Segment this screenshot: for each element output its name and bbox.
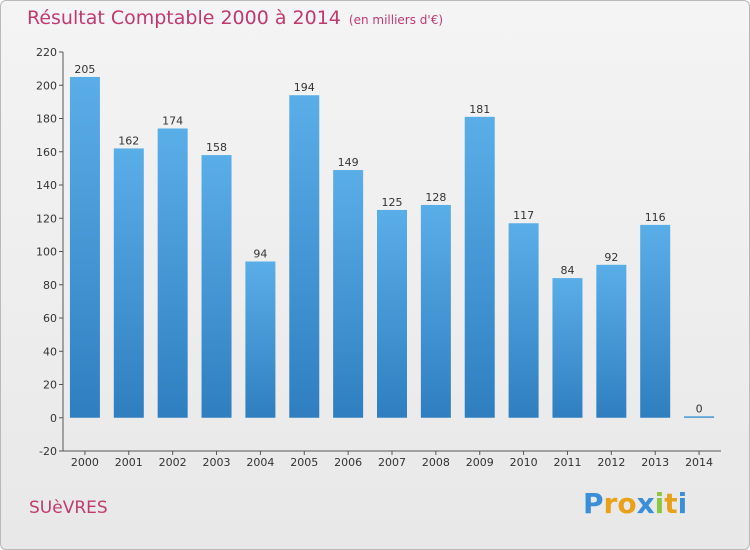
logo-letter: r — [603, 487, 618, 520]
x-tick-label: 2009 — [466, 456, 494, 469]
bar-2003 — [201, 155, 232, 418]
bar-2001 — [113, 148, 144, 418]
value-label-2009: 181 — [469, 103, 490, 116]
x-tick-label: 2013 — [641, 456, 669, 469]
y-tick-label: 100 — [36, 246, 57, 259]
bar-2011 — [552, 278, 583, 418]
x-tick-label: 2000 — [71, 456, 99, 469]
logo-letter: i — [654, 487, 665, 520]
x-tick-label: 2012 — [597, 456, 625, 469]
value-label-2000: 205 — [74, 63, 95, 76]
bar-2007 — [377, 209, 407, 418]
bar-2008 — [420, 204, 451, 418]
y-tick-label: 120 — [36, 212, 57, 225]
x-tick-label: 2005 — [290, 456, 318, 469]
x-tick-label: 2002 — [159, 456, 187, 469]
y-tick-label: 200 — [36, 79, 57, 92]
y-tick-label: 80 — [43, 279, 57, 292]
town-name: SUèVRES — [29, 498, 108, 518]
chart-bars — [69, 76, 715, 418]
chart-title-text: Résultat Comptable 2000 à 2014 — [27, 7, 341, 29]
x-tick-label: 2010 — [510, 456, 538, 469]
x-tick-label: 2001 — [115, 456, 143, 469]
bar-2004 — [245, 261, 276, 418]
chart-labels: -20 0 20 40 60 80 100 120 140 160 180 200 220 2000 205… — [36, 46, 713, 469]
value-label-2004: 94 — [253, 247, 267, 260]
y-tick-label: 220 — [36, 46, 57, 59]
x-tick-label: 2003 — [203, 456, 231, 469]
y-tick-label: 180 — [36, 113, 57, 126]
bar-2000 — [69, 76, 100, 418]
chart-subtitle: (en milliers d'€) — [348, 13, 444, 27]
value-label-2013: 116 — [645, 211, 666, 224]
value-label-2007: 125 — [382, 196, 403, 209]
value-label-2008: 128 — [425, 191, 446, 204]
value-label-2010: 117 — [513, 209, 534, 222]
x-tick-label: 2007 — [378, 456, 406, 469]
y-tick-label: 20 — [43, 379, 57, 392]
y-tick-label: 40 — [43, 345, 57, 358]
value-label-2005: 194 — [294, 81, 315, 94]
logo-letter: x — [636, 487, 655, 520]
y-tick-label: 160 — [36, 146, 57, 159]
proxiti-logo: Proxiti — [583, 487, 687, 520]
bar-2006 — [333, 170, 364, 418]
value-label-2002: 174 — [162, 114, 183, 127]
x-tick-label: 2006 — [334, 456, 362, 469]
bar-2014 — [684, 416, 715, 418]
chart-axes — [59, 51, 721, 455]
bar-2012 — [596, 264, 627, 418]
value-label-2014: 0 — [696, 402, 703, 415]
bar-2009 — [464, 116, 495, 418]
y-tick-label: 60 — [43, 312, 57, 325]
x-tick-label: 2008 — [422, 456, 450, 469]
x-tick-label: 2011 — [553, 456, 581, 469]
y-tick-label: 0 — [50, 412, 57, 425]
value-label-2012: 92 — [604, 251, 618, 264]
bar-2005 — [289, 95, 320, 418]
value-label-2003: 158 — [206, 141, 227, 154]
logo-letter: i — [677, 487, 688, 520]
bar-2002 — [157, 128, 188, 418]
bar-2013 — [640, 224, 671, 418]
chart-title: Résultat Comptable 2000 à 2014 (en millie… — [27, 7, 443, 29]
y-tick-label: -20 — [39, 445, 57, 458]
logo-letter: t — [664, 487, 678, 520]
value-label-2011: 84 — [560, 264, 574, 277]
logo-letter: o — [617, 487, 637, 520]
y-tick-label: 140 — [36, 179, 57, 192]
x-tick-label: 2004 — [246, 456, 274, 469]
x-tick-label: 2014 — [685, 456, 713, 469]
value-label-2006: 149 — [338, 156, 359, 169]
bar-2010 — [508, 223, 539, 418]
value-label-2001: 162 — [118, 134, 139, 147]
logo-letter: P — [583, 487, 604, 520]
